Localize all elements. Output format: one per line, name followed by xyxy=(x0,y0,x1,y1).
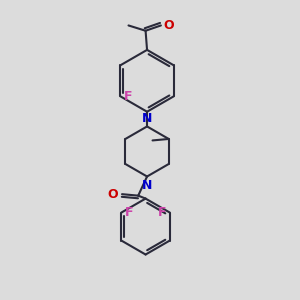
Text: O: O xyxy=(108,188,119,201)
Text: F: F xyxy=(124,90,133,103)
Text: O: O xyxy=(163,19,174,32)
Text: F: F xyxy=(125,206,134,219)
Text: N: N xyxy=(142,178,152,192)
Text: F: F xyxy=(158,206,166,219)
Text: N: N xyxy=(142,112,152,125)
